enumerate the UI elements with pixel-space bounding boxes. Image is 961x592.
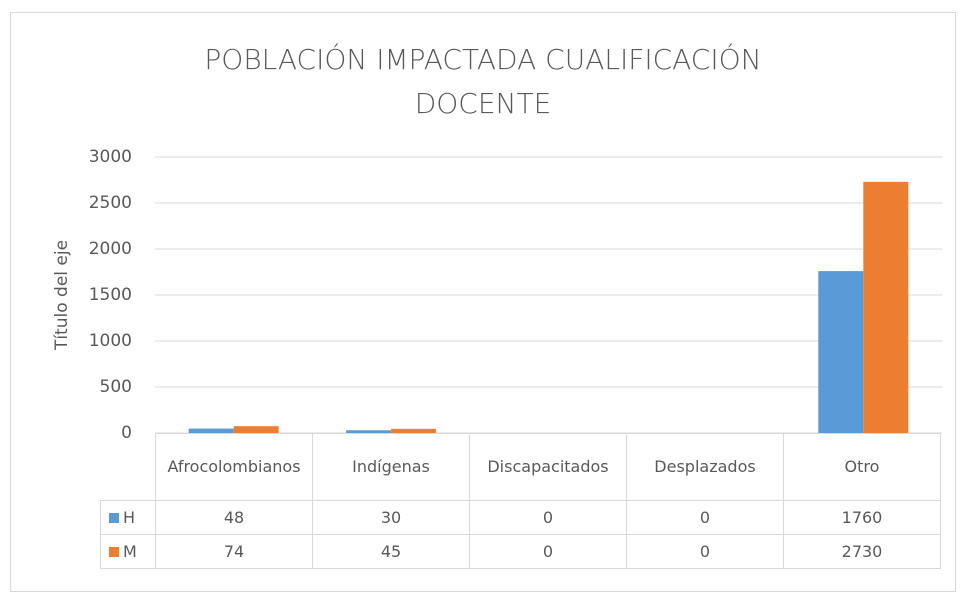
y-tick-label: 2500 — [89, 193, 132, 213]
legend-label: M — [123, 542, 137, 561]
data-label: 74 — [155, 534, 313, 569]
bar — [818, 271, 864, 433]
chart-title: POBLACIÓN IMPACTADA CUALIFICACIÓN DOCENT… — [204, 43, 762, 120]
blank-cell — [100, 433, 156, 501]
y-tick-label: 500 — [100, 377, 132, 397]
x-tick-label: Indígenas — [312, 433, 470, 501]
data-label: 0 — [469, 500, 627, 535]
x-tick-label: Afrocolombianos — [155, 433, 313, 501]
x-tick-label: Otro — [783, 433, 941, 501]
bar — [346, 430, 392, 433]
data-label: 0 — [626, 500, 784, 535]
category-row: Afrocolombianos Indígenas Discapacitados De… — [100, 433, 941, 501]
legend-label: H — [123, 508, 136, 527]
legend-entry: H — [100, 500, 156, 535]
data-label: 30 — [312, 500, 470, 535]
data-label: 48 — [155, 500, 313, 535]
bar — [391, 428, 437, 433]
bar — [233, 426, 279, 433]
x-tick-label: Discapacitados — [469, 433, 627, 501]
y-tick-label: 2000 — [89, 239, 132, 259]
data-label: 2730 — [783, 534, 941, 569]
data-label: 0 — [469, 534, 627, 569]
data-label: 45 — [312, 534, 470, 569]
series-row: H 48 30 0 0 1760 — [100, 500, 941, 535]
legend-swatch — [109, 513, 119, 523]
legend-swatch — [109, 547, 119, 557]
y-axis-label: Título del eje — [52, 240, 72, 351]
bar — [863, 181, 909, 433]
y-tick-label: 1500 — [89, 285, 132, 305]
x-tick-label: Desplazados — [626, 433, 784, 501]
y-tick-label: 0 — [121, 423, 132, 443]
y-tick-label: 1000 — [89, 331, 132, 351]
data-label: 1760 — [783, 500, 941, 535]
data-table: Afrocolombianos Indígenas Discapacitados De… — [100, 433, 941, 569]
series-row: M 74 45 0 0 2730 — [100, 534, 941, 569]
y-tick-label: 3000 — [89, 147, 132, 167]
data-label: 0 — [626, 534, 784, 569]
bar — [188, 428, 234, 433]
legend-entry: M — [100, 534, 156, 569]
